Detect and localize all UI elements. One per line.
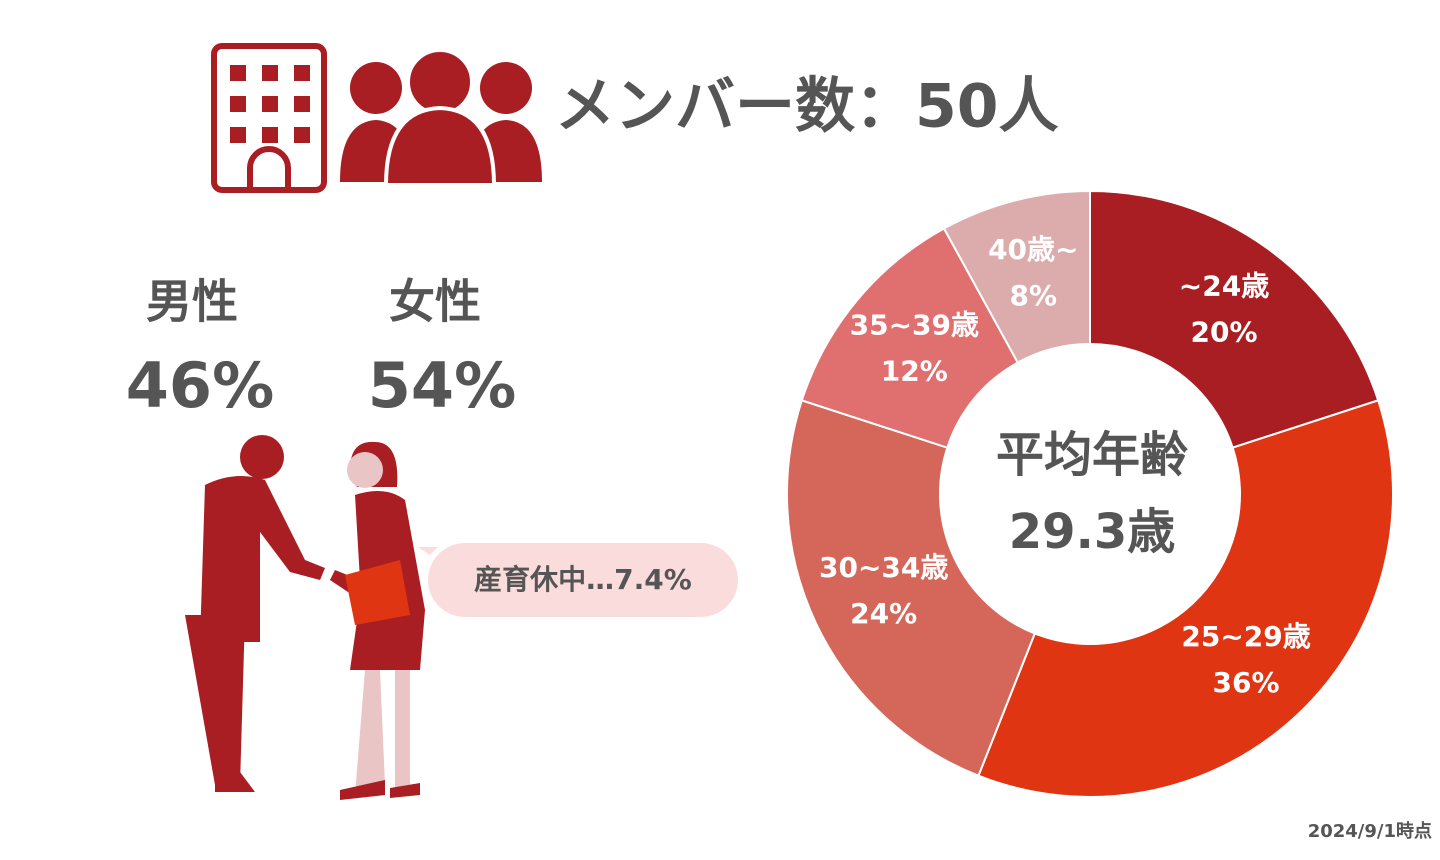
slice-value-label: 8%: [1010, 279, 1058, 312]
woman-figure: [330, 441, 425, 800]
slice-category: 25~29歳: [1181, 620, 1310, 653]
slice-category: 40歳~: [988, 233, 1078, 266]
donut-slice: [942, 189, 1091, 364]
center-value: 29.3歳: [1009, 504, 1175, 560]
male-label: 男性: [146, 275, 238, 329]
donut-slice: [1089, 189, 1380, 449]
donut-chart: [786, 189, 1394, 798]
people-icon: [340, 48, 542, 187]
male-share: 46%: [126, 349, 274, 422]
page-title: メンバー数：50人: [555, 72, 1059, 142]
leave-bubble: [418, 543, 738, 617]
slice-value-label: 20%: [1190, 316, 1257, 349]
center-title: 平均年齢: [996, 427, 1188, 483]
donut-slice: [786, 399, 1037, 778]
slice-value-label: 12%: [881, 355, 948, 388]
slice-value-label: 24%: [850, 597, 917, 630]
slice-category: 35~39歳: [850, 309, 979, 342]
man-figure: [185, 435, 325, 792]
slice-category: ~24歳: [1179, 270, 1269, 303]
female-share: 54%: [368, 349, 516, 422]
female-label: 女性: [389, 275, 481, 329]
donut-slice: [977, 399, 1394, 798]
leave-note: 産育休中…7.4%: [474, 563, 692, 596]
footnote: 2024/9/1時点: [1308, 820, 1432, 842]
slice-category: 30~34歳: [819, 551, 948, 584]
slice-value-label: 36%: [1213, 666, 1280, 699]
building-icon: [211, 43, 327, 193]
